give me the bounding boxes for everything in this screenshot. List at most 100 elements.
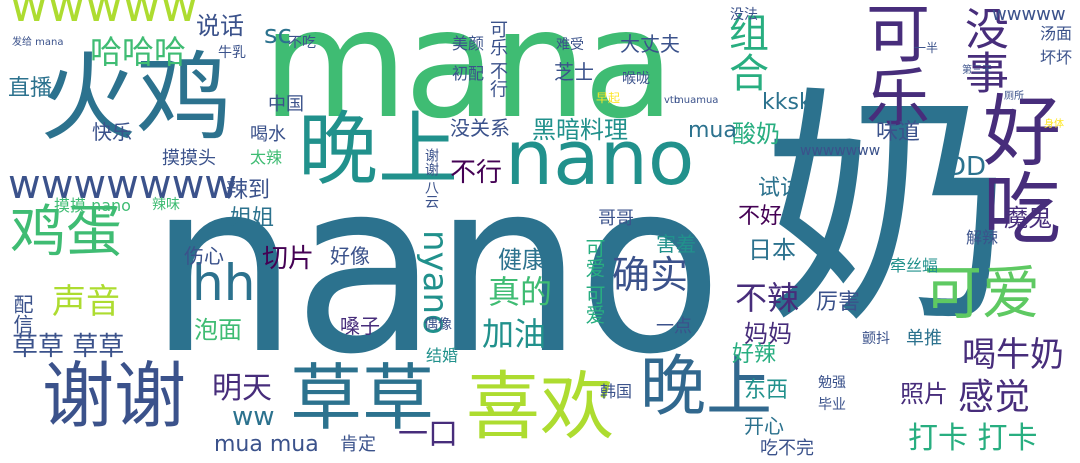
word-bula: 不辣 (735, 279, 800, 317)
word-nano-large: nano (148, 130, 723, 407)
word-hh: hh (192, 254, 256, 312)
word-sc: sc (264, 20, 292, 50)
word-ganjue: 感觉 (958, 377, 1031, 418)
word-zhaopian: 照片 (900, 380, 948, 408)
word-keai: 可爱 (924, 259, 1041, 327)
word-disantian: 第三天 (962, 65, 992, 76)
word-haoxiang: 好像 (330, 244, 370, 268)
word-chibuwan: 吃不完 (760, 438, 814, 459)
word-keai-keai: 可爱 可爱 (582, 238, 606, 325)
word-ladao: 辣到 (226, 178, 271, 203)
word-mua: mua (688, 118, 737, 143)
word-suannai: 酸奶 (732, 120, 780, 148)
word-buhao: 不好 (738, 204, 783, 229)
word-zaoqi: 早起 (596, 91, 621, 105)
word-caocao-2: 草草 草草 (12, 332, 125, 362)
word-wanshang-2: 晚上 (640, 348, 772, 425)
word-wwww-left: wwwwwww (8, 162, 238, 208)
word-zhishi: 芝士 (554, 60, 594, 84)
word-nano-mid: nano (505, 113, 695, 202)
word-sangzi: 嗓子 (340, 314, 380, 338)
word-taila: 太辣 (250, 148, 283, 167)
word-ww: ww (232, 402, 275, 432)
word-yikou: 一口 (398, 417, 458, 452)
word-buxing: 不行 (450, 158, 503, 188)
word-lihai: 厉害 (816, 290, 861, 315)
word-haixiu: 害羞 (656, 232, 696, 256)
word-fagei-mana: 发给 mana (12, 37, 64, 48)
word-mingtian: 明天 (212, 371, 272, 406)
word-biye: 毕业 (818, 397, 846, 413)
word-zhongguo: 中国 (268, 94, 304, 115)
word-huaihuai: 坏坏 (1040, 48, 1073, 67)
word-kele-buxing: 可乐 不行 (487, 20, 508, 98)
word-mua-mua: mua mua (214, 432, 319, 457)
word-shengyin: 声音 (52, 282, 120, 322)
word-peixin: 配信 (10, 294, 34, 334)
word-muamua: muamua (674, 95, 719, 106)
word-yiban: 一半 (914, 41, 939, 55)
word-shuohua: 说话 (196, 12, 244, 40)
word-zuhe: 组合 (722, 12, 768, 92)
word-haola: 好辣 (732, 342, 777, 367)
word-niuru: 牛乳 (218, 45, 246, 61)
word-yidian: 一点 (656, 316, 692, 337)
word-weidao: 味道 (876, 120, 921, 145)
word-mogui: 魔鬼 (1004, 204, 1052, 232)
word-jiejie: 姐姐 (230, 206, 275, 231)
word-hahaha: 哈哈哈 (90, 33, 187, 71)
word-lawei: 辣味 (152, 197, 180, 213)
word-buchi: 不吃 (288, 35, 316, 51)
word-caocao: 草草 (290, 356, 435, 440)
word-queshi: 确实 (612, 253, 689, 297)
word-jiayou: 加油 (482, 315, 547, 353)
word-daka: 打卡 打卡 (908, 421, 1038, 456)
word-momotou: 摸摸头 (162, 148, 216, 169)
word-houlong: 喉咙 (622, 71, 650, 87)
word-hanguo: 韩国 (600, 382, 633, 401)
word-vtb: vtb (664, 95, 681, 106)
word-xihuan: 喜欢 (466, 364, 614, 450)
word-kaixin: 开心 (744, 414, 784, 438)
word-heshui: 喝水 (250, 124, 286, 145)
word-xiexie-bayun: 谢谢 八云 (423, 148, 439, 209)
word-shishi: 试试 (758, 176, 803, 201)
word-cesuo: 厕所 (1004, 91, 1024, 102)
word-shenti: 身体 (1044, 119, 1064, 130)
word-kksk: kksk (762, 90, 812, 115)
word-mianqiang: 勉强 (818, 375, 846, 391)
word-ouxiang: 偶像 (424, 317, 452, 333)
word-kending: 肯定 (340, 434, 376, 455)
word-nai-large: 奶 (720, 78, 1011, 328)
word-momo-nano: 摸摸 nano (54, 196, 131, 215)
word-mama: 妈妈 (744, 320, 792, 348)
word-chupei: 初配 (452, 64, 485, 83)
word-xiexie: 谢谢 (42, 354, 187, 438)
word-kele: 可乐 (855, 0, 929, 128)
word-chandou: 颤抖 (862, 331, 890, 347)
word-jidan: 鸡蛋 (10, 200, 122, 265)
word-jiela: 解辣 (966, 228, 999, 247)
word-dongxi: 东西 (744, 378, 789, 403)
word-heiansliao: 黑暗料理 (532, 116, 628, 144)
word-heniunai: 喝牛奶 (962, 335, 1064, 375)
word-jiehun: 结婚 (426, 346, 459, 365)
word-dazhangfu: 大丈夫 (620, 32, 680, 56)
word-zhibo: 直播 (8, 76, 53, 101)
word-tangmian: 汤面 (1040, 24, 1073, 43)
word-wwwww-right: wwwww (992, 4, 1066, 25)
word-DD: DD (946, 152, 987, 182)
word-paomian: 泡面 (194, 316, 242, 344)
word-huoji: 火鸡 (40, 42, 232, 154)
word-zhende: 真的 (488, 273, 553, 311)
word-wanshang: 晚上 (298, 103, 458, 196)
word-gege: 哥哥 (598, 208, 634, 229)
word-meishi: 没事 (957, 6, 1008, 94)
word-qiansifu: 牵丝蝠 (890, 256, 939, 275)
word-kuaile: 快乐 (92, 120, 132, 144)
word-wwwwwww-center: wwwwwww (800, 143, 881, 159)
word-meifa: 没法 (730, 7, 758, 23)
word-mana-large: mana (262, 0, 675, 152)
word-jiankang: 健康 (498, 246, 546, 274)
